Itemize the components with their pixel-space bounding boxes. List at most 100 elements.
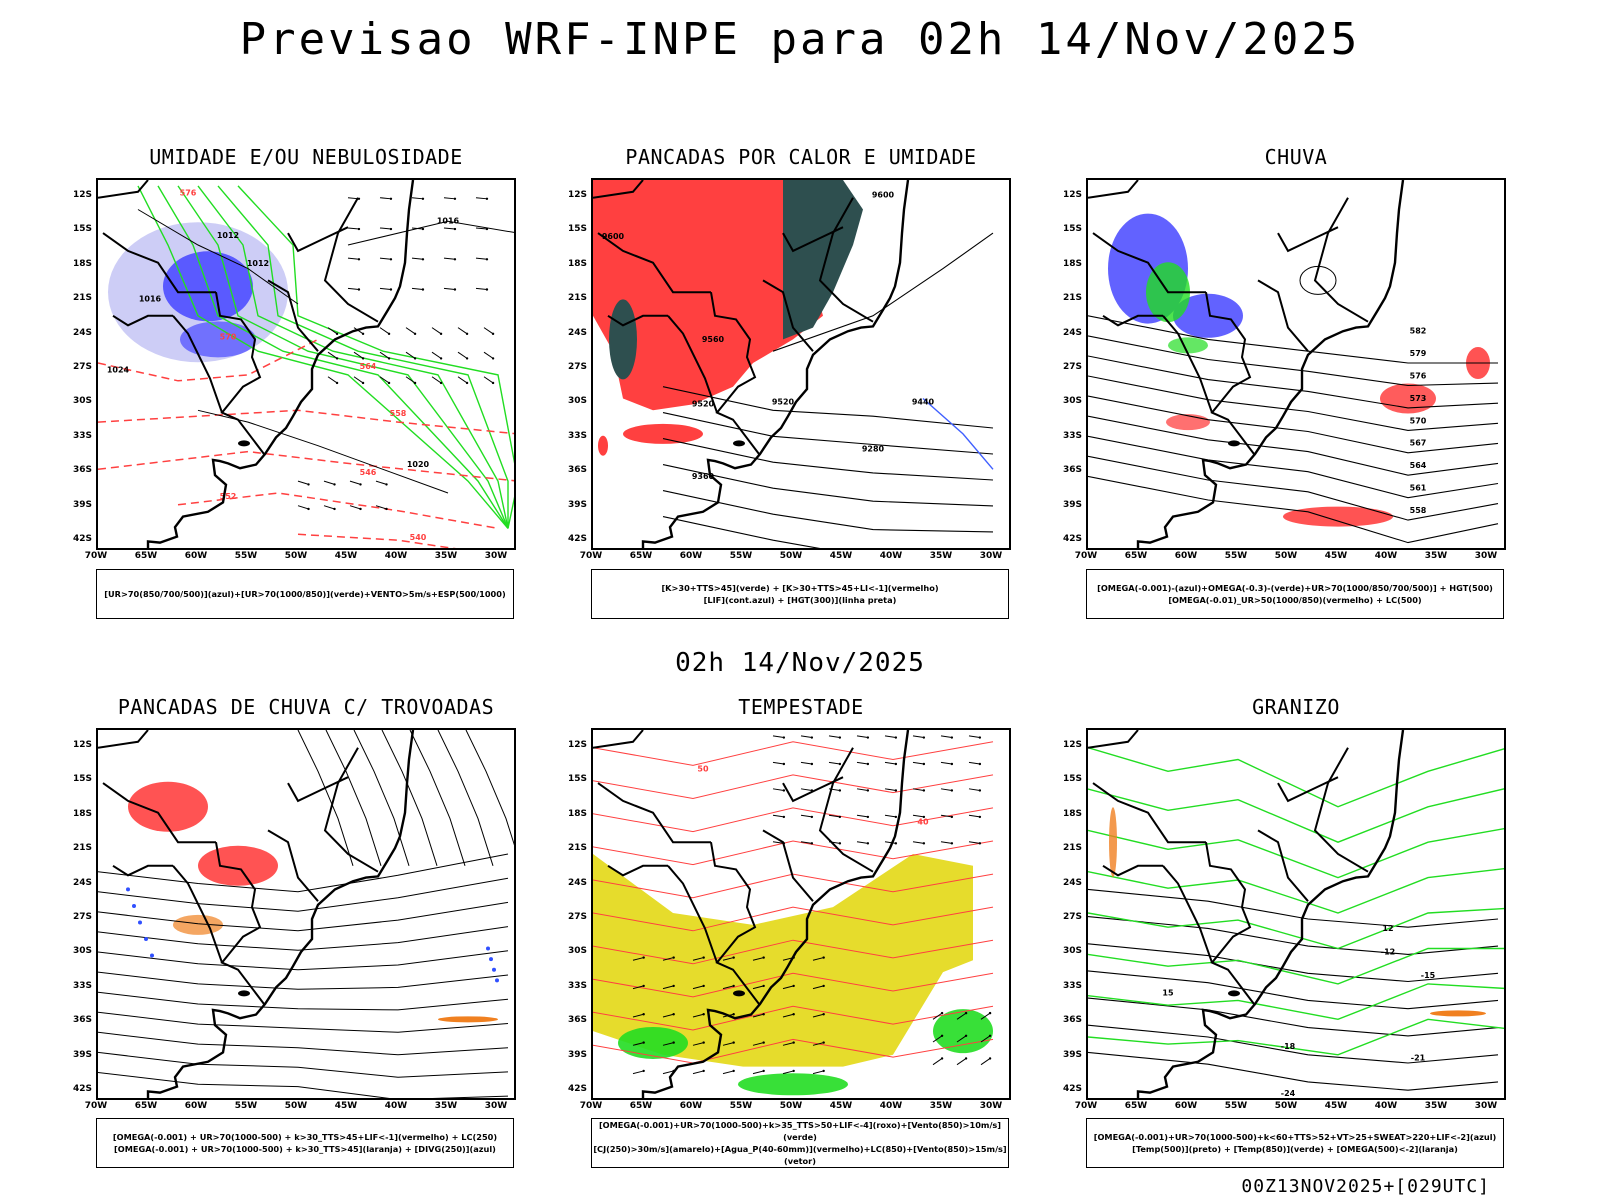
wind-arrow [752, 1042, 764, 1046]
wind-arrow [968, 735, 980, 739]
wind-arrowhead [732, 956, 735, 959]
wind-arrow [632, 1013, 644, 1018]
longitude-label: 50W [1274, 1101, 1298, 1111]
thickness-contour [98, 338, 319, 382]
longitude-label: 35W [434, 551, 458, 561]
state-border [215, 842, 265, 1005]
wind-arrow [940, 735, 952, 739]
wind-arrowhead [838, 842, 842, 845]
latitude-label: 33S [1062, 980, 1082, 991]
state-border [1162, 315, 1213, 413]
streamline [409, 730, 466, 866]
wind-arrow [483, 351, 494, 359]
latitude-label: 30S [72, 396, 92, 407]
state-border [762, 279, 814, 352]
wind-arrowhead [762, 1013, 765, 1016]
longitude-label: 70W [1074, 551, 1098, 561]
wind-arrowhead [672, 1013, 675, 1016]
isobar-label: 1012 [247, 259, 269, 268]
hgt-label: 9520 [692, 400, 715, 409]
wind-arrowhead [792, 984, 795, 988]
streamline [98, 853, 509, 893]
streamline [465, 730, 514, 846]
wind-arrow [980, 1035, 991, 1043]
temp500-contour [1088, 1024, 1499, 1064]
longitude-label: 50W [779, 551, 803, 561]
temp500-label: -12 [1381, 947, 1395, 956]
wind-arrow [457, 376, 468, 384]
wind-arrowhead [978, 842, 982, 845]
state-border [818, 197, 874, 323]
instability-area [598, 435, 608, 456]
latitude-label: 33S [567, 980, 587, 991]
wind-arrowhead [782, 762, 786, 766]
wind-arrow [379, 257, 391, 260]
cloud-level-contour [593, 807, 994, 833]
wind-arrow [431, 376, 442, 384]
wind-arrowhead [978, 762, 982, 766]
hgt500-contour [1088, 355, 1499, 409]
wind-arrowhead [389, 258, 393, 261]
map-svg [98, 730, 514, 1098]
latitude-label: 33S [1062, 430, 1082, 441]
latitude-label: 24S [1062, 327, 1082, 338]
latitude-label: 39S [567, 499, 587, 510]
wind-arrow [297, 480, 309, 485]
state-border [112, 864, 173, 877]
green-contour [177, 185, 509, 529]
wind-arrowhead [453, 227, 457, 231]
wind-arrow [884, 761, 896, 765]
panel-legend: [OMEGA(-0.001)+UR>70(1000-500)+k>35_TTS>… [591, 1118, 1009, 1168]
longitude-label: 70W [579, 1101, 603, 1111]
longitude-label: 30W [1474, 1101, 1498, 1111]
wind-arrowhead [385, 507, 388, 511]
wind-arrow [347, 287, 359, 291]
wind-arrow [379, 197, 391, 200]
wind-arrow [772, 761, 784, 765]
latitude-label: 18S [567, 808, 587, 819]
latitude-label: 15S [1062, 224, 1082, 235]
isobar-label: 1012 [217, 231, 239, 240]
wind-arrowhead [361, 332, 365, 336]
wind-arrowhead [642, 984, 645, 988]
latitude-label: 42S [567, 1084, 587, 1094]
wind-arrowhead [940, 1034, 944, 1037]
longitude-label: 35W [929, 1101, 953, 1111]
wind-arrow [632, 957, 644, 961]
longitude-label: 55W [1224, 551, 1248, 561]
state-border [1092, 782, 1206, 844]
wind-arrow [782, 1013, 794, 1018]
hgt500-contour [1088, 475, 1499, 544]
latitude-label: 33S [72, 980, 92, 991]
panel-title: PANCADAS POR CALOR E UMIDADE [625, 145, 977, 169]
wind-arrow [812, 957, 824, 961]
wind-arrow [940, 814, 952, 818]
state-border [782, 226, 844, 253]
rain-area [1380, 383, 1436, 414]
latitude-label: 12S [72, 740, 92, 750]
state-border [1277, 226, 1339, 253]
wind-arrowhead [810, 815, 814, 819]
map-svg: -12 -15 -18 -21 -24 12 15 [1088, 730, 1504, 1098]
wind-arrowhead [439, 332, 443, 336]
wind-arrow [379, 327, 390, 335]
map-panel: 582 579 576 573 570 567 564 561 558 [1086, 178, 1506, 550]
longitude-label: 45W [334, 551, 358, 561]
wind-arrow [431, 327, 442, 335]
state-border [287, 776, 349, 803]
wind-arrow [411, 227, 423, 230]
wind-arrow [411, 257, 423, 260]
wind-arrowhead [642, 1069, 645, 1073]
wind-arrowhead [642, 1041, 645, 1044]
wind-arrowhead [866, 789, 870, 792]
hgt-label: 9280 [862, 445, 885, 454]
streamline [437, 730, 494, 866]
longitude-label: 65W [134, 1101, 158, 1111]
temp850-contour [1088, 747, 1504, 808]
wind-arrowhead [964, 1034, 968, 1037]
hgt500-label: 561 [1410, 484, 1427, 493]
wind-arrow [379, 227, 391, 230]
isobar-label: 1020 [407, 460, 430, 469]
wind-arrow [353, 351, 364, 359]
wind-arrow [828, 761, 840, 765]
